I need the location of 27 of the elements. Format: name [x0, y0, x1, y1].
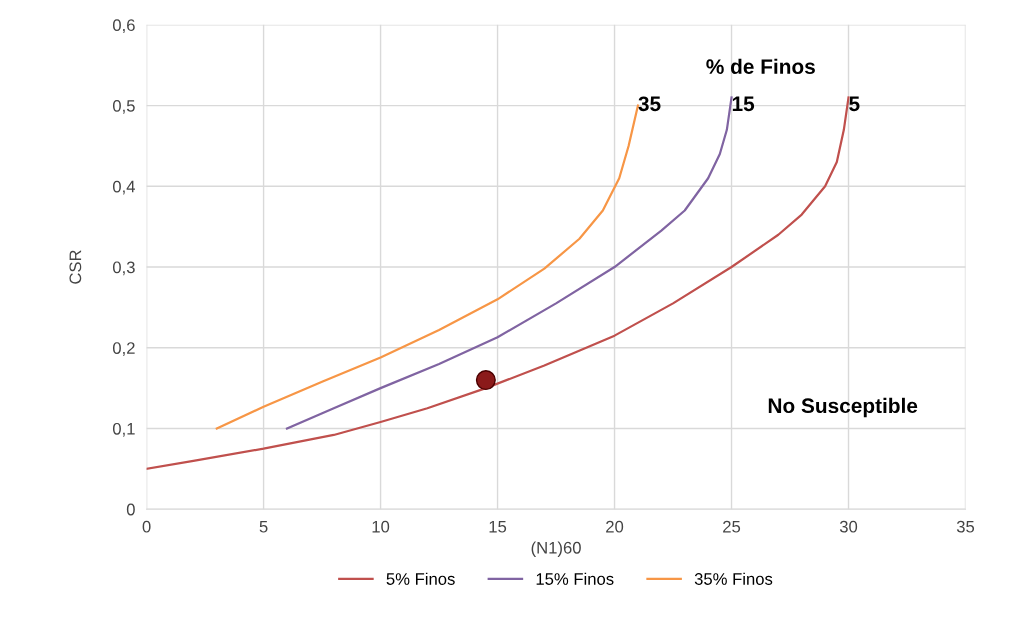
x-tick-label: 15 — [489, 520, 507, 533]
line-series — [285, 96, 733, 430]
legend-label: 15% Finos — [536, 572, 614, 585]
x-tick-label: 20 — [606, 520, 624, 533]
x-axis-title: (N1)60 — [531, 541, 581, 557]
x-tick-label: 35 — [956, 520, 975, 533]
y-tick-label: 0,6 — [112, 19, 135, 34]
x-tick-label: 30 — [839, 520, 858, 533]
annotation: 35 — [638, 96, 661, 112]
y-tick-label: 0,2 — [112, 342, 135, 356]
x-tick-label: 25 — [723, 520, 741, 533]
legend-label: 5% Finos — [386, 572, 455, 585]
y-tick-label: 0,4 — [112, 180, 135, 195]
x-tick-label: 0 — [142, 520, 151, 533]
line-series — [215, 104, 640, 430]
annotation: 5 — [849, 96, 860, 112]
annotation: No Susceptible — [768, 397, 918, 418]
annotation: % de Finos — [706, 58, 815, 75]
x-tick-label: 5 — [259, 520, 268, 533]
y-tick-label: 0,3 — [112, 261, 135, 276]
legend-label: 35% Finos — [694, 572, 773, 585]
y-tick-label: 0,1 — [112, 422, 135, 437]
y-axis-title: CSR — [69, 250, 82, 284]
y-tick-label: 0,5 — [112, 99, 135, 114]
annotation: 15 — [732, 96, 755, 112]
y-tick-label: 0 — [126, 503, 135, 516]
x-tick-label: 10 — [372, 520, 390, 533]
